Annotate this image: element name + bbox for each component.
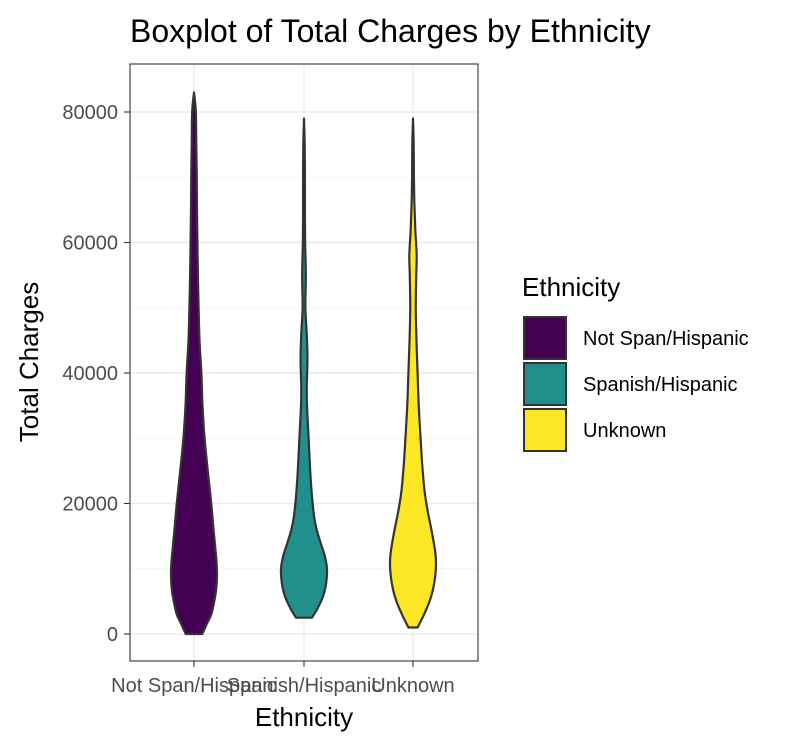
x-tick-label: Spanish/Hispanic [227,675,382,697]
legend-label: Unknown [583,420,666,442]
chart-title: Boxplot of Total Charges by Ethnicity [130,13,651,49]
legend-swatch [523,316,567,360]
violin-spanish-hispanic [279,117,329,619]
violins [169,91,438,636]
legend-label: Not Span/Hispanic [583,328,749,350]
legend: Ethnicity Not Span/Hispanic Spanish/Hispa… [522,272,749,452]
x-tick-label: Not Span/Hispanic [111,675,277,697]
y-tick-label: 40000 [62,363,118,385]
y-tick-label: 80000 [62,102,118,124]
y-tick-label: 20000 [62,494,118,516]
y-axis: 0 20000 40000 60000 80000 [62,102,130,646]
violin-unknown [388,117,438,629]
x-axis-title: Ethnicity [255,702,353,732]
violin-not-span-hispanic [169,91,219,636]
y-axis-title: Total Charges [14,282,44,442]
y-tick-label: 0 [107,624,118,646]
legend-title: Ethnicity [522,272,620,302]
legend-label: Spanish/Hispanic [583,374,738,396]
legend-swatch [523,362,567,406]
legend-swatch [523,408,567,452]
x-tick-label: Unknown [371,675,454,697]
y-tick-label: 60000 [62,233,118,255]
